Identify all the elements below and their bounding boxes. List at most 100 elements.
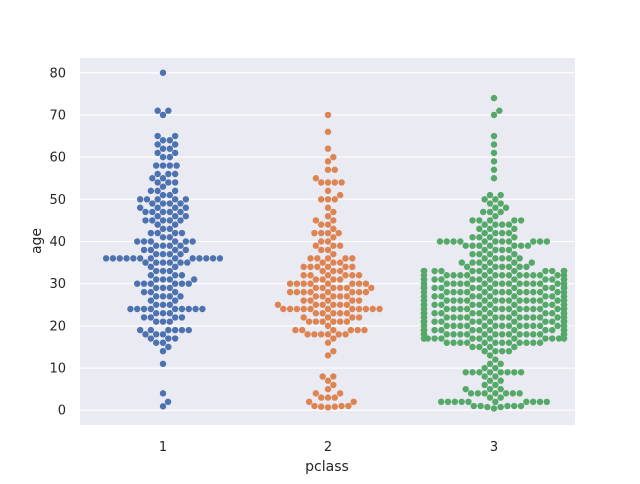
data-point-pclass-3 [463, 280, 471, 287]
data-point-pclass-1 [159, 175, 167, 182]
data-point-pclass-3 [438, 301, 445, 308]
y-tick-label: 80 [49, 66, 66, 81]
data-point-pclass-3 [511, 301, 518, 308]
data-point-pclass-1 [159, 347, 167, 355]
data-point-pclass-1 [171, 335, 179, 342]
data-point-pclass-1 [171, 179, 179, 186]
data-point-pclass-2 [319, 284, 326, 292]
data-point-pclass-3 [492, 322, 499, 330]
data-point-pclass-2 [317, 238, 325, 245]
data-point-pclass-1 [178, 280, 186, 287]
data-point-pclass-3 [516, 255, 523, 262]
data-point-pclass-3 [492, 272, 499, 279]
data-point-pclass-3 [476, 259, 483, 266]
data-point-pclass-1 [165, 179, 172, 186]
data-point-pclass-3 [505, 322, 513, 330]
data-point-pclass-3 [469, 242, 476, 249]
data-point-pclass-1 [140, 288, 148, 296]
data-point-pclass-2 [304, 331, 311, 338]
data-point-pclass-2 [336, 293, 344, 300]
data-point-pclass-2 [319, 293, 326, 300]
data-point-pclass-1 [147, 263, 155, 271]
data-point-pclass-3 [516, 272, 523, 279]
x-tick-label: 3 [490, 440, 498, 455]
data-point-pclass-2 [307, 255, 314, 262]
data-point-pclass-1 [142, 208, 149, 216]
data-point-pclass-3 [536, 398, 544, 405]
data-point-pclass-3 [511, 225, 518, 233]
data-point-pclass-3 [511, 259, 518, 266]
data-point-pclass-1 [177, 208, 184, 216]
data-point-pclass-1 [154, 229, 161, 237]
data-point-pclass-1 [159, 234, 167, 241]
data-point-pclass-3 [431, 276, 438, 283]
data-point-pclass-3 [462, 242, 469, 249]
data-point-pclass-3 [486, 242, 494, 249]
data-point-pclass-3 [476, 267, 483, 275]
data-point-pclass-3 [523, 305, 530, 313]
data-point-pclass-1 [203, 255, 210, 262]
data-point-pclass-1 [166, 200, 174, 207]
data-point-pclass-2 [336, 267, 344, 275]
data-point-pclass-1 [166, 225, 174, 233]
data-point-pclass-3 [492, 297, 499, 304]
data-point-pclass-2 [324, 352, 332, 359]
data-point-pclass-3 [492, 314, 499, 321]
data-point-pclass-3 [462, 369, 469, 376]
data-point-pclass-3 [542, 267, 549, 275]
data-point-pclass-2 [343, 310, 351, 317]
data-point-pclass-1 [134, 280, 141, 287]
data-point-pclass-2 [305, 398, 313, 405]
data-point-pclass-3 [492, 263, 499, 271]
data-point-pclass-2 [324, 322, 332, 330]
data-point-pclass-1 [154, 179, 161, 186]
data-point-pclass-1 [134, 238, 141, 245]
data-point-pclass-2 [324, 229, 332, 237]
data-point-pclass-2 [330, 242, 337, 249]
data-point-pclass-2 [311, 331, 318, 338]
data-point-pclass-1 [177, 200, 184, 207]
data-point-pclass-2 [317, 394, 325, 401]
data-point-pclass-3 [505, 288, 513, 296]
data-point-pclass-3 [469, 310, 476, 317]
data-point-pclass-3 [476, 225, 483, 233]
data-point-pclass-3 [476, 293, 483, 300]
data-point-pclass-3 [492, 364, 499, 372]
data-point-pclass-3 [549, 284, 556, 292]
data-point-pclass-3 [490, 175, 498, 182]
data-point-pclass-2 [324, 297, 332, 304]
data-point-pclass-3 [450, 280, 457, 287]
data-point-pclass-3 [509, 390, 517, 397]
data-point-pclass-1 [159, 301, 167, 308]
data-point-pclass-3 [469, 259, 476, 266]
data-point-pclass-1 [166, 310, 174, 317]
data-point-pclass-3 [463, 322, 471, 330]
data-point-pclass-1 [140, 238, 148, 245]
data-point-pclass-3 [492, 204, 499, 211]
data-point-pclass-3 [450, 331, 457, 338]
data-point-pclass-3 [492, 398, 499, 405]
data-point-pclass-1 [147, 305, 155, 313]
data-point-pclass-1 [127, 305, 134, 313]
data-point-pclass-3 [498, 288, 506, 296]
data-point-pclass-2 [317, 196, 325, 203]
data-point-pclass-1 [171, 314, 179, 321]
data-point-pclass-3 [486, 310, 494, 317]
data-point-pclass-3 [529, 398, 537, 405]
data-point-pclass-2 [347, 326, 355, 334]
data-point-pclass-3 [469, 276, 476, 283]
data-point-pclass-2 [342, 263, 349, 271]
data-point-pclass-3 [511, 250, 518, 258]
data-point-pclass-3 [497, 377, 504, 384]
data-point-pclass-3 [476, 343, 483, 351]
data-point-pclass-1 [154, 132, 161, 140]
data-point-pclass-3 [536, 238, 544, 245]
data-point-pclass-3 [536, 331, 544, 338]
data-point-pclass-3 [497, 403, 504, 411]
data-point-pclass-3 [498, 280, 506, 287]
data-point-pclass-3 [490, 141, 498, 148]
data-point-pclass-1 [166, 284, 174, 292]
data-point-pclass-3 [469, 301, 476, 308]
data-point-pclass-1 [166, 162, 174, 169]
data-point-pclass-2 [349, 280, 356, 287]
